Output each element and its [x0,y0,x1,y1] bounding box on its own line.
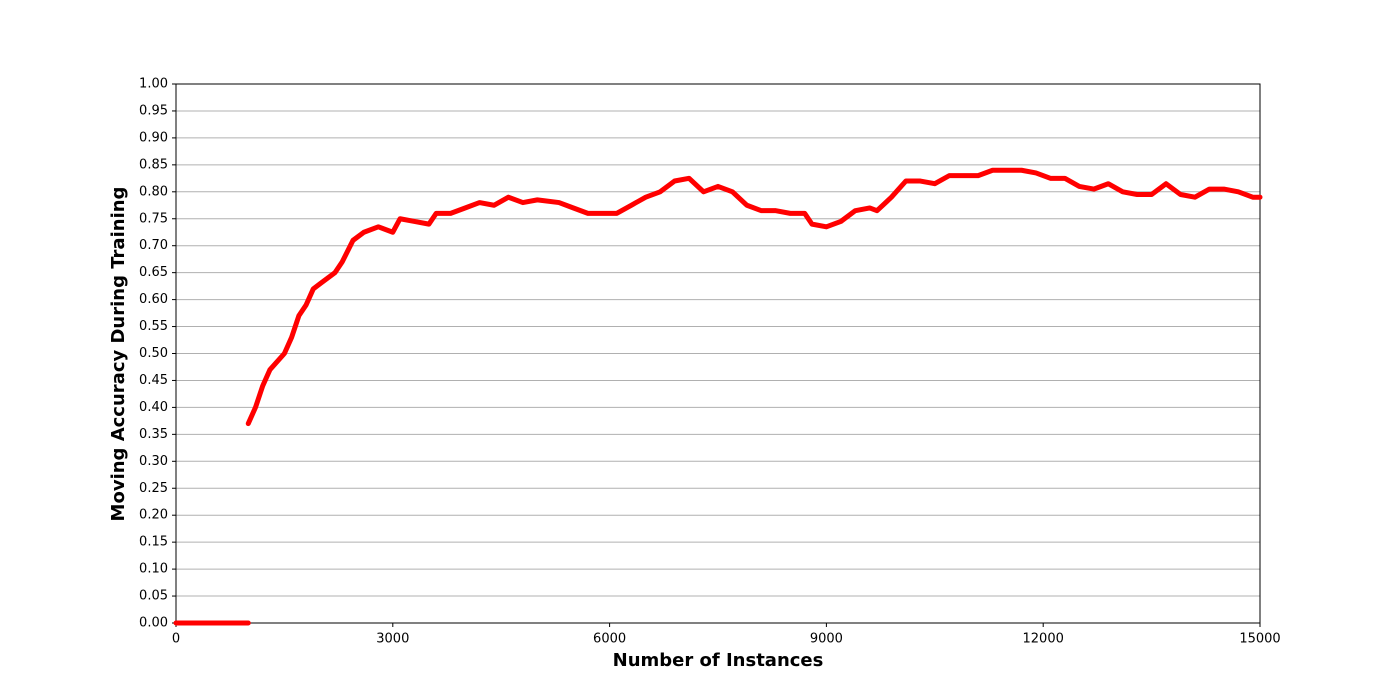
y-tick-label: 0.60 [139,292,168,307]
y-tick-label: 0.50 [139,346,168,361]
y-tick-label: 0.90 [139,130,168,145]
y-tick-label: 0.15 [139,535,168,550]
y-tick-label: 1.00 [139,77,168,92]
x-tick-label: 6000 [593,632,626,647]
y-tick-label: 0.40 [139,400,168,415]
plot-frame [175,83,1261,624]
y-tick-label: 0.25 [139,481,168,496]
x-tick-label: 0 [172,632,180,647]
y-tick-label: 0.75 [139,211,168,226]
y-tick-label: 0.30 [139,454,168,469]
y-tick-label: 0.65 [139,265,168,280]
y-tick-label: 0.20 [139,508,168,523]
x-axis-label: Number of Instances [613,650,824,671]
y-tick-label: 0.85 [139,157,168,172]
y-tick-label: 0.45 [139,373,168,388]
y-tick-label: 0.00 [139,616,168,631]
data-line [173,167,1263,626]
y-tick-label: 0.80 [139,184,168,199]
y-axis-label: Moving Accuracy During Training [108,187,129,522]
y-tick-label: 0.70 [139,238,168,253]
y-tick-label: 0.55 [139,319,168,334]
x-tick-label: 3000 [376,632,409,647]
x-tick-label: 15000 [1239,632,1280,647]
y-tick-label: 0.10 [139,562,168,577]
y-tick-label: 0.95 [139,103,168,118]
x-tick-label: 9000 [810,632,843,647]
x-tick-label: 12000 [1023,632,1064,647]
y-tick-label: 0.05 [139,589,168,604]
y-tick-label: 0.35 [139,427,168,442]
